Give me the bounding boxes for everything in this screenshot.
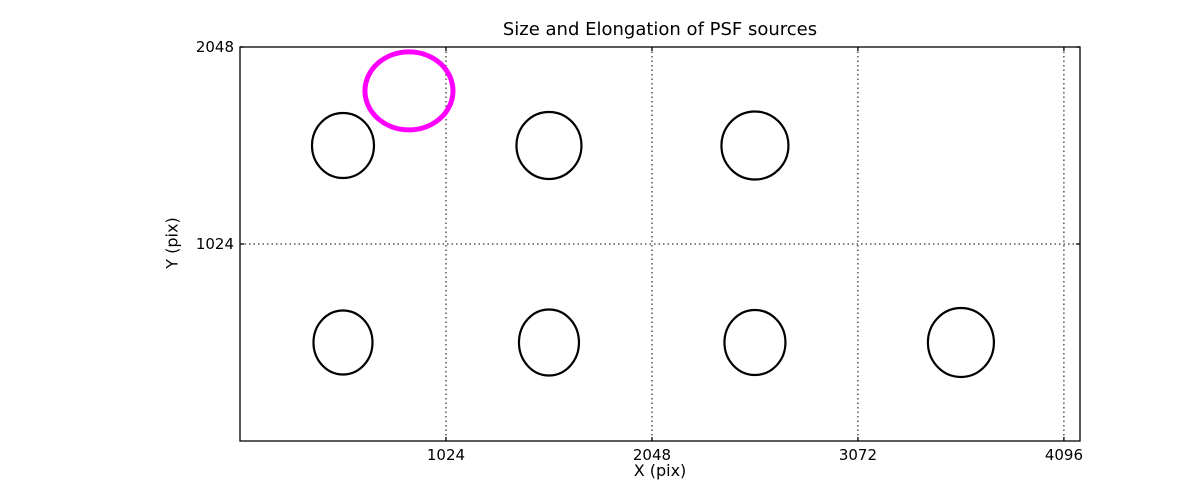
chart-title: Size and Elongation of PSF sources <box>502 19 818 40</box>
y-tick-label: 1024 <box>195 235 234 253</box>
psf-ellipse <box>926 306 996 379</box>
psf-ellipse <box>515 110 583 181</box>
psf-ellipse <box>310 111 376 180</box>
psf-ellipse <box>720 110 790 181</box>
psf-ellipse <box>723 308 787 377</box>
x-tick-label: 1024 <box>426 446 466 464</box>
x-axis-label: X (pix) <box>633 461 687 480</box>
psf-ellipse <box>312 309 374 376</box>
y-tick-label: 2048 <box>195 38 234 56</box>
highlighted-psf-ellipse <box>362 49 456 133</box>
x-tick-label: 4096 <box>1044 446 1083 464</box>
x-tick-label: 3072 <box>838 446 878 464</box>
x-tick-label: 2048 <box>632 446 672 464</box>
psf-ellipse <box>517 308 581 377</box>
